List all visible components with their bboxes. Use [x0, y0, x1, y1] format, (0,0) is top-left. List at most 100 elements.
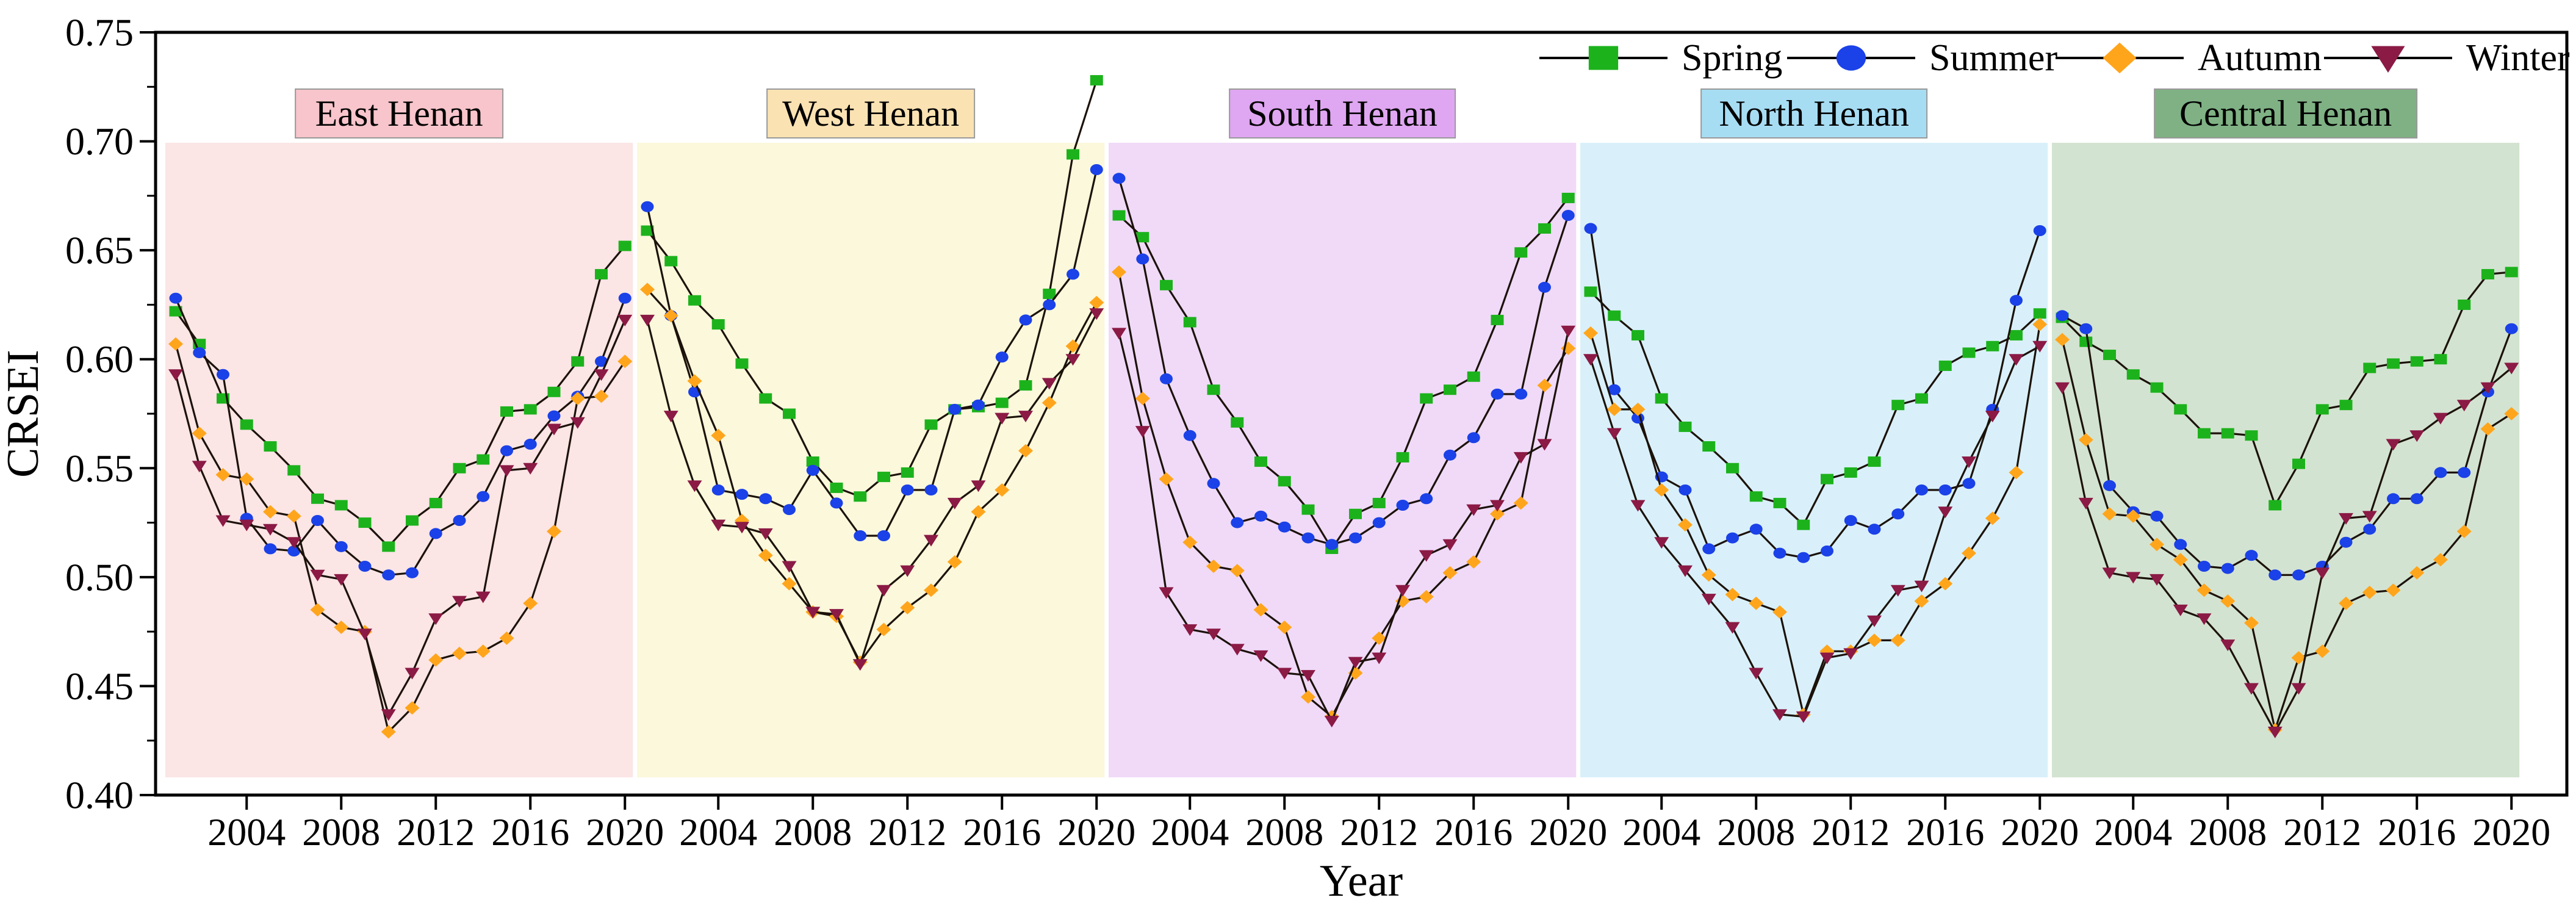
- point-spring-2008: [1278, 476, 1291, 487]
- point-autumn-2001: [1112, 265, 1126, 279]
- point-summer-2020: [2033, 225, 2046, 236]
- line-autumn: [646, 289, 1098, 664]
- point-summer-2016: [2410, 493, 2423, 505]
- point-summer-2020: [1561, 210, 1575, 221]
- panel-series-west-henan: [640, 75, 1104, 671]
- point-autumn-2014: [475, 644, 491, 658]
- point-spring-2001: [1584, 286, 1597, 297]
- line-winter: [1118, 330, 1569, 724]
- point-summer-2011: [1821, 546, 1833, 556]
- point-autumn-2009: [2244, 616, 2259, 630]
- point-autumn-2015: [1914, 594, 1929, 608]
- point-autumn-2018: [2456, 524, 2472, 538]
- point-winter-2006: [286, 537, 301, 549]
- y-tick-label: 0.75: [65, 11, 134, 54]
- point-autumn-2003: [1630, 402, 1646, 416]
- point-autumn-2017: [1490, 507, 1505, 521]
- panel-label-east-henan: East Henan: [295, 88, 504, 139]
- line-summer: [1118, 178, 1569, 546]
- point-spring-2005: [1207, 384, 1220, 395]
- point-spring-2018: [1514, 247, 1528, 258]
- point-winter-2012: [2315, 567, 2330, 580]
- panel-label-text: South Henan: [1247, 93, 1437, 134]
- point-spring-2017: [547, 386, 561, 397]
- point-summer-2009: [358, 561, 372, 572]
- point-winter-2017: [2433, 412, 2448, 425]
- point-spring-2020: [618, 240, 631, 251]
- point-winter-2014: [475, 591, 491, 603]
- point-summer-2001: [1112, 173, 1126, 184]
- point-autumn-2020: [2032, 317, 2048, 331]
- point-autumn-2008: [1277, 621, 1292, 634]
- point-autumn-2020: [617, 355, 633, 369]
- point-spring-2009: [1301, 504, 1315, 515]
- point-autumn-2008: [1749, 596, 1764, 610]
- legend-label-autumn: Autumn: [2198, 37, 2322, 79]
- point-autumn-2013: [452, 646, 467, 660]
- point-winter-2013: [2339, 513, 2353, 525]
- y-tick-label: 0.65: [65, 229, 134, 272]
- point-winter-2019: [1065, 354, 1081, 366]
- legend-label-winter: Winter: [2466, 37, 2570, 79]
- line-winter: [174, 319, 626, 717]
- point-autumn-2020: [1089, 295, 1104, 309]
- x-tick-label: 2016: [963, 810, 1041, 854]
- point-spring-2015: [1915, 393, 1928, 404]
- point-autumn-2007: [782, 577, 797, 591]
- point-autumn-2002: [1606, 402, 1622, 416]
- point-spring-2005: [264, 441, 277, 452]
- point-spring-2001: [641, 225, 654, 236]
- point-summer-2017: [1491, 388, 1504, 400]
- point-autumn-2018: [1513, 496, 1528, 510]
- point-autumn-2013: [1867, 633, 1882, 647]
- point-summer-2005: [1678, 484, 1692, 495]
- point-autumn-2001: [1583, 326, 1598, 340]
- legend-marker-summer: [1836, 45, 1866, 71]
- point-winter-2011: [1348, 657, 1363, 669]
- panel-label-south-henan: South Henan: [1229, 88, 1456, 139]
- line-winter: [646, 312, 1098, 668]
- point-summer-2003: [1160, 373, 1173, 384]
- point-summer-2018: [1043, 299, 1056, 311]
- point-autumn-2002: [192, 427, 207, 441]
- point-winter-2003: [2102, 567, 2117, 580]
- point-winter-2009: [2244, 683, 2259, 695]
- point-spring-2012: [901, 467, 914, 478]
- point-autumn-2016: [1938, 577, 1953, 591]
- point-summer-2006: [1231, 517, 1244, 528]
- panel-series-north-henan: [1583, 223, 2048, 723]
- point-winter-2011: [2291, 683, 2306, 695]
- x-tick-label: 2004: [207, 810, 286, 854]
- point-winter-2012: [1843, 648, 1858, 660]
- point-autumn-2015: [499, 631, 514, 645]
- point-spring-2006: [759, 393, 772, 404]
- point-spring-2002: [664, 256, 678, 267]
- point-spring-2019: [595, 268, 608, 279]
- x-tick-label: 2008: [1245, 810, 1323, 854]
- point-autumn-2009: [1301, 690, 1315, 704]
- point-winter-2018: [2456, 400, 2472, 412]
- point-summer-2012: [1844, 515, 1857, 526]
- point-autumn-2018: [570, 392, 585, 405]
- x-tick-label: 2020: [2472, 810, 2550, 854]
- point-winter-2010: [381, 709, 396, 721]
- point-winter-2018: [1513, 452, 1528, 464]
- point-autumn-2012: [2315, 644, 2330, 658]
- point-summer-2001: [169, 292, 182, 304]
- line-winter: [2061, 367, 2513, 734]
- point-spring-2012: [1844, 467, 1857, 478]
- point-summer-2006: [2174, 539, 2187, 550]
- point-spring-2016: [1938, 360, 1952, 371]
- point-spring-2013: [924, 419, 938, 430]
- x-tick-label: 2008: [1717, 810, 1795, 854]
- panel-label-north-henan: North Henan: [1700, 88, 1928, 139]
- point-winter-2018: [1985, 411, 2000, 423]
- point-autumn-2008: [2220, 594, 2236, 608]
- point-summer-2011: [1349, 532, 1362, 544]
- point-summer-2012: [1372, 517, 1386, 528]
- x-tick-label: 2020: [2001, 810, 2079, 854]
- point-winter-2020: [1561, 325, 1576, 337]
- point-spring-2002: [2079, 336, 2093, 347]
- point-winter-2014: [947, 497, 962, 510]
